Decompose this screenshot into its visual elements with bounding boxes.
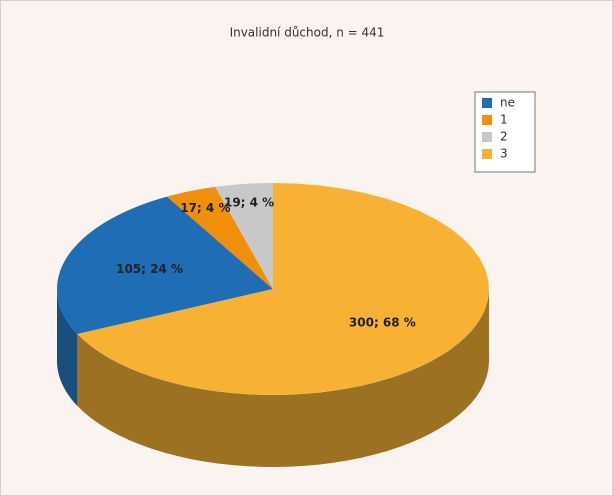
legend-swatch [482,98,492,108]
pie-slice [167,186,273,289]
legend-swatch [482,115,492,125]
legend-swatch [482,132,492,142]
chart-title: Invalidní důchod, n = 441 [230,26,385,40]
legend-label: 2 [500,130,508,144]
pie-slice [57,196,274,334]
legend-swatch [482,149,492,159]
data-label: 19; 4 % [224,195,274,209]
pie-side [57,289,78,406]
data-label: 105; 24 % [116,262,183,276]
data-label: 300; 68 % [349,316,416,330]
pie-slice [215,183,273,289]
legend-label: ne [500,96,515,110]
data-label: 17; 4 % [180,201,230,215]
legend-label: 3 [500,147,508,161]
legend-label: 1 [500,113,508,127]
pie-side [77,289,490,467]
pie-slice [77,183,489,395]
